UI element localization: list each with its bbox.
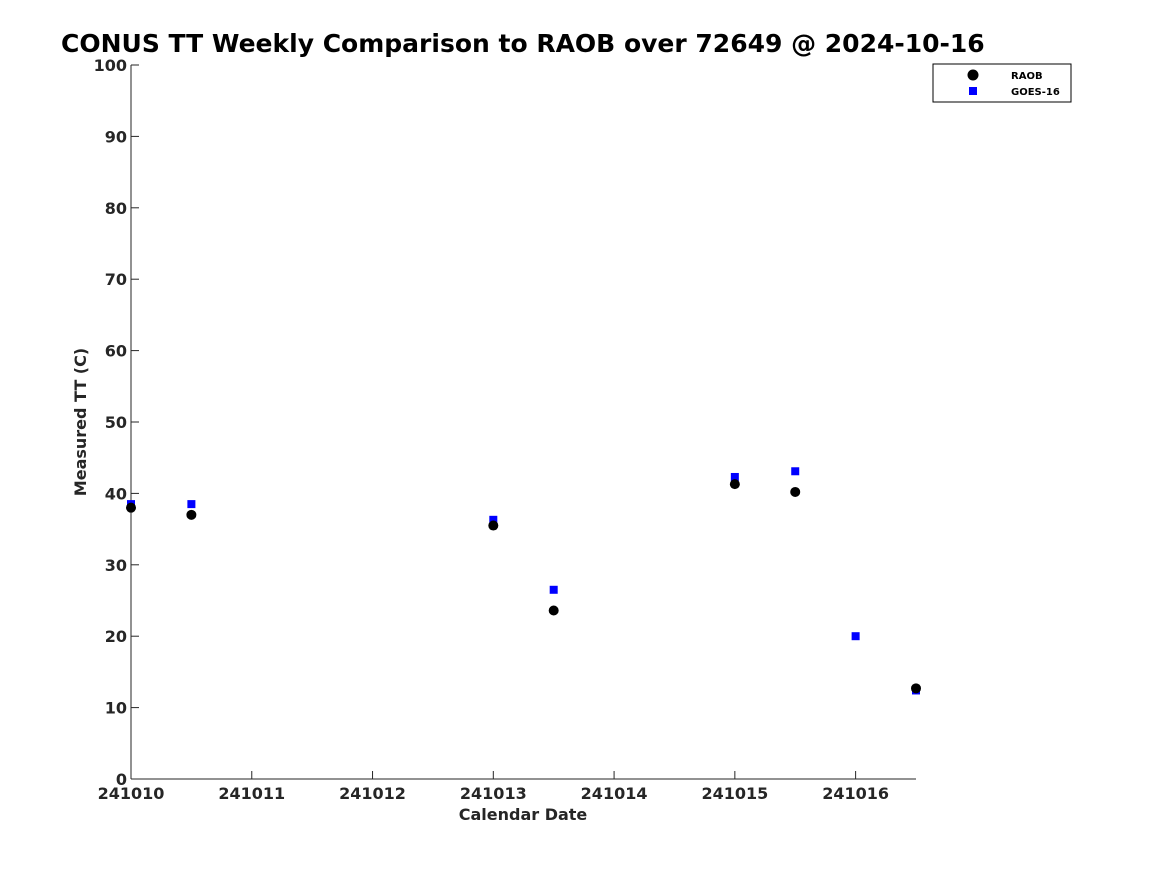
raob-point: [488, 520, 499, 531]
x-tick-label: 241010: [98, 784, 165, 803]
x-tick-label: 241015: [701, 784, 768, 803]
y-tick-label: 50: [105, 413, 127, 432]
x-tick-label: 241011: [218, 784, 285, 803]
goes-16-point: [187, 500, 196, 509]
legend-marker-raob: [967, 69, 979, 81]
y-axis-ticks: 0 10 20 30 40 50 60 70 80 90 100: [94, 56, 139, 789]
legend-label: RAOB: [1011, 71, 1043, 82]
x-tick-label: 241013: [460, 784, 527, 803]
goes-16-point: [851, 632, 860, 641]
y-tick-label: 80: [105, 199, 127, 218]
x-tick-label: 241016: [822, 784, 889, 803]
y-tick-label: 100: [94, 56, 127, 75]
goes-16-point: [549, 585, 558, 594]
y-tick-label: 90: [105, 127, 127, 146]
raob-point: [729, 479, 740, 490]
raob-point: [126, 502, 136, 513]
y-tick-label: 40: [105, 484, 127, 503]
goes-16-point: [489, 515, 498, 524]
x-tick-label: 241014: [581, 784, 648, 803]
y-tick-label: 20: [105, 627, 127, 646]
x-axis-ticks: 241010 241011 241012 241013 241014 241015 2410…: [98, 771, 889, 803]
x-axis-label: Calendar Date: [459, 805, 588, 824]
data-points: [126, 467, 921, 695]
legend-label: GOES-16: [1011, 87, 1060, 98]
raob-point: [911, 683, 921, 694]
y-tick-label: 10: [105, 699, 127, 718]
raob-point: [548, 605, 559, 616]
legend-box: [932, 63, 1072, 103]
y-tick-label: 30: [105, 556, 127, 575]
chart-title: CONUS TT Weekly Comparison to RAOB over …: [61, 29, 985, 58]
raob-point: [790, 486, 801, 497]
goes-16-point: [730, 472, 739, 481]
y-axis-label: Measured TT (C): [71, 348, 90, 496]
raob-point: [186, 509, 197, 520]
y-tick-label: 60: [105, 342, 127, 361]
legend: RAOB GOES-16: [932, 63, 1072, 103]
y-tick-label: 70: [105, 270, 127, 289]
y-tick-label: 0: [116, 770, 127, 789]
x-tick-label: 241012: [339, 784, 406, 803]
legend-marker-goes-16: [969, 87, 977, 95]
goes-16-point: [791, 467, 800, 476]
